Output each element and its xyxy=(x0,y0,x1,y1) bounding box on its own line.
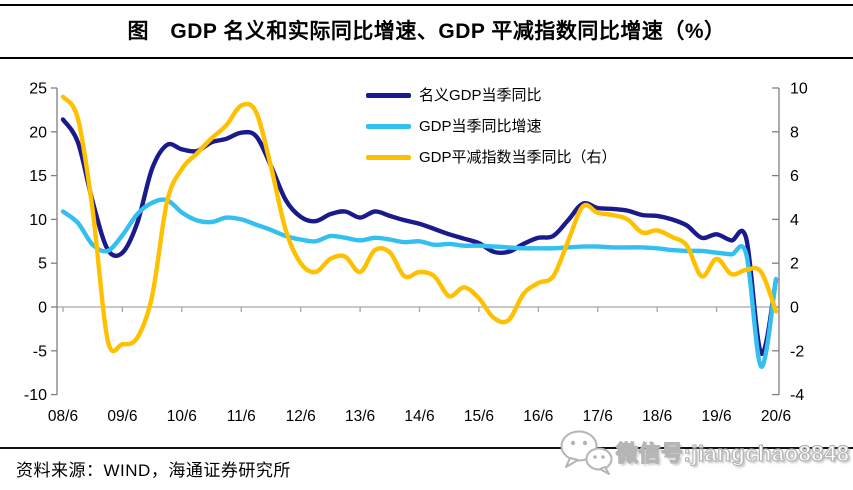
nominal-gdp-line-swatch xyxy=(366,93,411,98)
legend-item-nominal-gdp: 名义GDP当季同比 xyxy=(366,80,617,111)
title-divider xyxy=(0,57,853,59)
x-axis-tick-label: 11/6 xyxy=(227,408,256,425)
right-axis-tick-label: 0 xyxy=(790,300,799,317)
legend-label-real-gdp: GDP当季同比增速 xyxy=(419,118,542,135)
real-gdp-line-swatch xyxy=(366,124,411,129)
left-axis-tick-label: -10 xyxy=(24,387,47,404)
wechat-icon xyxy=(560,430,613,475)
right-axis-tick-label: 2 xyxy=(790,256,799,273)
figure-title: 图 GDP 名义和实际同比增速、GDP 平减指数同比增速（%） xyxy=(127,20,726,43)
series-real-gdp-line xyxy=(60,197,779,369)
gdp-deflator-line-swatch xyxy=(366,155,411,160)
legend-label-nominal-gdp: 名义GDP当季同比 xyxy=(419,87,542,104)
x-axis-tick-label: 15/6 xyxy=(464,408,494,425)
x-axis-tick-label: 09/6 xyxy=(107,408,137,425)
x-axis-tick-label: 08/6 xyxy=(48,408,78,425)
x-axis-tick-label: 19/6 xyxy=(701,408,731,425)
x-axis-tick-label: 17/6 xyxy=(583,408,613,425)
right-axis-tick-label: -2 xyxy=(790,343,804,360)
right-axis-tick-label: 10 xyxy=(790,81,808,98)
right-axis-tick-label: -4 xyxy=(790,387,804,404)
left-axis-tick-label: 25 xyxy=(29,81,47,98)
legend-item-gdp-deflator: GDP平减指数当季同比（右） xyxy=(366,142,617,173)
watermark-text: 微信号:jiangchao8848 xyxy=(615,440,850,466)
x-axis-tick-label: 20/6 xyxy=(761,408,791,425)
right-axis-tick-label: 8 xyxy=(790,124,799,141)
left-axis-tick-label: 10 xyxy=(29,212,47,229)
right-axis-tick-label: 4 xyxy=(790,212,799,229)
left-axis-tick-label: 0 xyxy=(38,300,47,317)
chart-legend: 名义GDP当季同比 GDP当季同比增速 GDP平减指数当季同比（右） xyxy=(366,80,617,173)
x-axis-tick-label: 13/6 xyxy=(345,408,375,425)
left-axis-tick-label: 20 xyxy=(29,124,47,141)
left-axis-tick-label: 5 xyxy=(38,256,47,273)
source-note: 资料来源：WIND，海通证券研究所 xyxy=(16,461,291,480)
x-axis-tick-label: 14/6 xyxy=(404,408,434,425)
series-nominal-gdp-line xyxy=(60,117,779,356)
x-axis-tick-label: 16/6 xyxy=(523,408,553,425)
right-axis-tick-label: 6 xyxy=(790,168,799,185)
series-gdp-deflator-line xyxy=(60,94,779,354)
x-axis-tick-label: 12/6 xyxy=(286,408,316,425)
top-divider xyxy=(0,4,853,6)
wechat-watermark: 微信号:jiangchao8848 xyxy=(556,427,850,477)
footer-divider xyxy=(0,447,853,449)
x-axis-tick-label: 18/6 xyxy=(642,408,672,425)
legend-item-real-gdp: GDP当季同比增速 xyxy=(366,111,617,142)
left-axis-tick-label: -5 xyxy=(33,343,47,360)
x-axis-tick-label: 10/6 xyxy=(167,408,197,425)
legend-label-gdp-deflator: GDP平减指数当季同比（右） xyxy=(419,149,617,166)
left-axis-tick-label: 15 xyxy=(29,168,47,185)
